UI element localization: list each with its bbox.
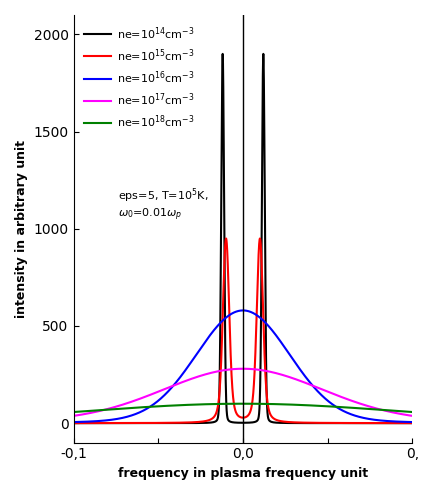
ne=10$^{14}$cm$^{-3}$ xyxy=(410,420,415,426)
ne=10$^{18}$cm$^{-3}$ xyxy=(71,409,76,415)
ne=10$^{15}$cm$^{-3}$ xyxy=(314,420,319,426)
Line: ne=10$^{17}$cm$^{-3}$: ne=10$^{17}$cm$^{-3}$ xyxy=(73,369,412,416)
ne=10$^{18}$cm$^{-3}$ xyxy=(289,401,294,407)
Legend: ne=10$^{14}$cm$^{-3}$, ne=10$^{15}$cm$^{-3}$, ne=10$^{16}$cm$^{-3}$, ne=10$^{17}: ne=10$^{14}$cm$^{-3}$, ne=10$^{15}$cm$^{… xyxy=(79,21,199,135)
ne=10$^{18}$cm$^{-3}$ xyxy=(240,401,246,407)
ne=10$^{17}$cm$^{-3}$ xyxy=(276,371,281,377)
ne=10$^{16}$cm$^{-3}$ xyxy=(240,307,246,313)
Y-axis label: intensity in arbitrary unit: intensity in arbitrary unit xyxy=(15,140,28,318)
Line: ne=10$^{14}$cm$^{-3}$: ne=10$^{14}$cm$^{-3}$ xyxy=(73,54,412,423)
ne=10$^{14}$cm$^{-3}$ xyxy=(276,420,281,426)
ne=10$^{17}$cm$^{-3}$ xyxy=(231,366,237,372)
ne=10$^{16}$cm$^{-3}$ xyxy=(388,418,393,424)
ne=10$^{14}$cm$^{-3}$ xyxy=(314,420,319,426)
Line: ne=10$^{15}$cm$^{-3}$: ne=10$^{15}$cm$^{-3}$ xyxy=(73,239,412,423)
ne=10$^{15}$cm$^{-3}$ xyxy=(71,420,76,426)
ne=10$^{18}$cm$^{-3}$ xyxy=(231,401,237,407)
ne=10$^{15}$cm$^{-3}$ xyxy=(410,420,415,426)
ne=10$^{17}$cm$^{-3}$ xyxy=(410,413,415,419)
ne=10$^{15}$cm$^{-3}$ xyxy=(289,419,294,425)
ne=10$^{16}$cm$^{-3}$ xyxy=(231,309,237,315)
X-axis label: frequency in plasma frequency unit: frequency in plasma frequency unit xyxy=(118,467,368,480)
ne=10$^{15}$cm$^{-3}$ xyxy=(231,400,237,406)
ne=10$^{16}$cm$^{-3}$ xyxy=(155,398,161,404)
ne=10$^{14}$cm$^{-3}$ xyxy=(71,420,76,426)
ne=10$^{18}$cm$^{-3}$ xyxy=(276,401,281,407)
ne=10$^{17}$cm$^{-3}$ xyxy=(388,409,393,415)
ne=10$^{17}$cm$^{-3}$ xyxy=(240,366,246,372)
ne=10$^{14}$cm$^{-3}$ xyxy=(155,420,161,426)
ne=10$^{18}$cm$^{-3}$ xyxy=(314,403,319,409)
Text: eps=5, T=10$^5$K,
$\omega_0$=0.01$\omega_p$: eps=5, T=10$^5$K, $\omega_0$=0.01$\omega… xyxy=(118,186,208,223)
ne=10$^{14}$cm$^{-3}$ xyxy=(231,419,237,425)
ne=10$^{17}$cm$^{-3}$ xyxy=(289,375,294,381)
ne=10$^{14}$cm$^{-3}$ xyxy=(220,51,225,57)
ne=10$^{18}$cm$^{-3}$ xyxy=(155,403,161,409)
Line: ne=10$^{16}$cm$^{-3}$: ne=10$^{16}$cm$^{-3}$ xyxy=(73,310,412,422)
ne=10$^{16}$cm$^{-3}$ xyxy=(71,419,76,425)
ne=10$^{18}$cm$^{-3}$ xyxy=(410,409,415,415)
ne=10$^{15}$cm$^{-3}$ xyxy=(276,418,281,424)
ne=10$^{18}$cm$^{-3}$ xyxy=(388,407,393,413)
ne=10$^{15}$cm$^{-3}$ xyxy=(155,420,161,426)
ne=10$^{16}$cm$^{-3}$ xyxy=(410,419,415,425)
ne=10$^{17}$cm$^{-3}$ xyxy=(155,389,161,395)
ne=10$^{16}$cm$^{-3}$ xyxy=(314,387,319,393)
Line: ne=10$^{18}$cm$^{-3}$: ne=10$^{18}$cm$^{-3}$ xyxy=(73,404,412,412)
ne=10$^{16}$cm$^{-3}$ xyxy=(276,336,281,342)
ne=10$^{17}$cm$^{-3}$ xyxy=(71,413,76,419)
ne=10$^{15}$cm$^{-3}$ xyxy=(388,420,393,426)
ne=10$^{15}$cm$^{-3}$ xyxy=(257,236,263,242)
ne=10$^{14}$cm$^{-3}$ xyxy=(388,420,393,426)
ne=10$^{14}$cm$^{-3}$ xyxy=(289,420,294,426)
ne=10$^{17}$cm$^{-3}$ xyxy=(314,384,319,390)
ne=10$^{16}$cm$^{-3}$ xyxy=(289,354,294,360)
